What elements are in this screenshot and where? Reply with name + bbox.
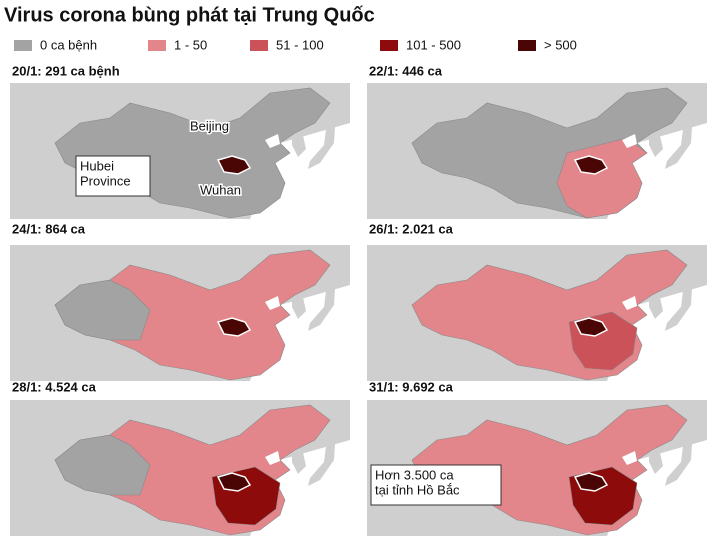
region <box>573 472 609 492</box>
annotation-text: Hubei <box>80 158 114 173</box>
japan <box>665 111 693 169</box>
china <box>411 249 688 381</box>
japan <box>308 273 336 331</box>
map-panel <box>10 245 350 381</box>
legend-label: 51 - 100 <box>276 37 324 52</box>
bohai-sea <box>265 134 280 148</box>
annotation-text: Hơn 3.500 ca <box>375 467 454 482</box>
japan <box>308 428 336 486</box>
china <box>411 404 688 536</box>
bohai-sea <box>265 296 280 310</box>
legend-label: 0 ca bệnh <box>40 37 97 52</box>
japan <box>665 428 693 486</box>
japan <box>665 273 693 331</box>
panel-label: 31/1: 9.692 ca <box>369 379 454 394</box>
panel-label: 28/1: 4.524 ca <box>12 379 97 394</box>
bohai-sea <box>265 451 280 465</box>
map-panel <box>367 83 707 219</box>
korea <box>649 448 663 474</box>
region <box>573 317 609 337</box>
map-panel <box>367 245 707 381</box>
title: Virus corona bùng phát tại Trung Quốc <box>4 4 375 26</box>
annotation-box <box>75 155 151 197</box>
legend-swatch <box>14 40 32 51</box>
china <box>411 87 688 219</box>
legend-label: > 500 <box>544 37 577 52</box>
legend-label: 101 - 500 <box>406 37 461 52</box>
korea <box>292 448 306 474</box>
panel-label: 22/1: 446 ca <box>369 63 443 78</box>
region <box>54 279 151 341</box>
annotation-box <box>370 464 502 506</box>
bohai-sea <box>622 296 637 310</box>
annotation-text: Province <box>80 173 131 188</box>
bohai-sea <box>622 134 637 148</box>
legend-swatch <box>518 40 536 51</box>
annotation-text: tại tỉnh Hồ Bắc <box>375 482 460 497</box>
china <box>54 404 331 536</box>
korea <box>649 131 663 157</box>
legend-swatch <box>250 40 268 51</box>
korea <box>292 131 306 157</box>
region <box>216 155 252 175</box>
panel-label: 26/1: 2.021 ca <box>369 221 454 236</box>
panel-label: 24/1: 864 ca <box>12 221 86 236</box>
bohai-sea <box>622 451 637 465</box>
annotation-text: Wuhan <box>200 182 241 197</box>
region <box>573 155 609 175</box>
annotation-text: Beijing <box>190 118 229 133</box>
map-panel <box>10 400 350 536</box>
legend-swatch <box>148 40 166 51</box>
panel-label: 20/1: 291 ca bệnh <box>12 63 120 78</box>
japan <box>308 111 336 169</box>
region <box>54 434 151 496</box>
region <box>54 249 331 381</box>
legend-label: 1 - 50 <box>174 37 207 52</box>
korea <box>292 293 306 319</box>
region <box>216 317 252 337</box>
korea <box>649 293 663 319</box>
legend-swatch <box>380 40 398 51</box>
region <box>216 472 252 492</box>
china <box>54 249 331 381</box>
